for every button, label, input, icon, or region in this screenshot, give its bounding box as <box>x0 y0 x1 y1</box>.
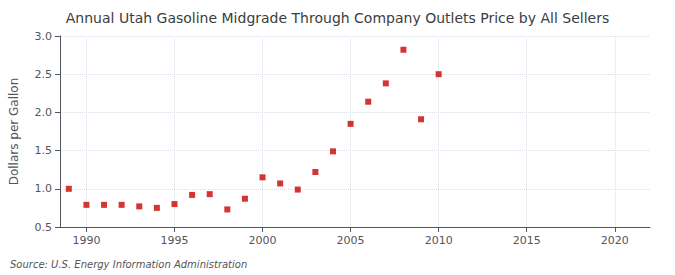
svg-text:Annual Utah Gasoline Midgrade: Annual Utah Gasoline Midgrade Through Co… <box>66 10 609 26</box>
svg-text:3.0: 3.0 <box>35 30 53 43</box>
svg-text:2.0: 2.0 <box>35 106 53 119</box>
svg-text:2000: 2000 <box>249 234 277 247</box>
svg-text:2005: 2005 <box>337 234 365 247</box>
svg-text:Dollars per Gallon: Dollars per Gallon <box>7 78 21 186</box>
svg-text:2010: 2010 <box>425 234 453 247</box>
svg-text:0.5: 0.5 <box>35 221 53 234</box>
svg-text:1990: 1990 <box>72 234 100 247</box>
svg-text:2.5: 2.5 <box>35 68 53 81</box>
svg-text:1995: 1995 <box>160 234 188 247</box>
svg-text:2015: 2015 <box>513 234 541 247</box>
svg-text:Source: U.S. Energy Informatio: Source: U.S. Energy Information Administ… <box>10 259 247 270</box>
svg-text:2020: 2020 <box>601 234 629 247</box>
svg-text:1.5: 1.5 <box>35 144 53 157</box>
svg-text:1.0: 1.0 <box>35 182 53 195</box>
